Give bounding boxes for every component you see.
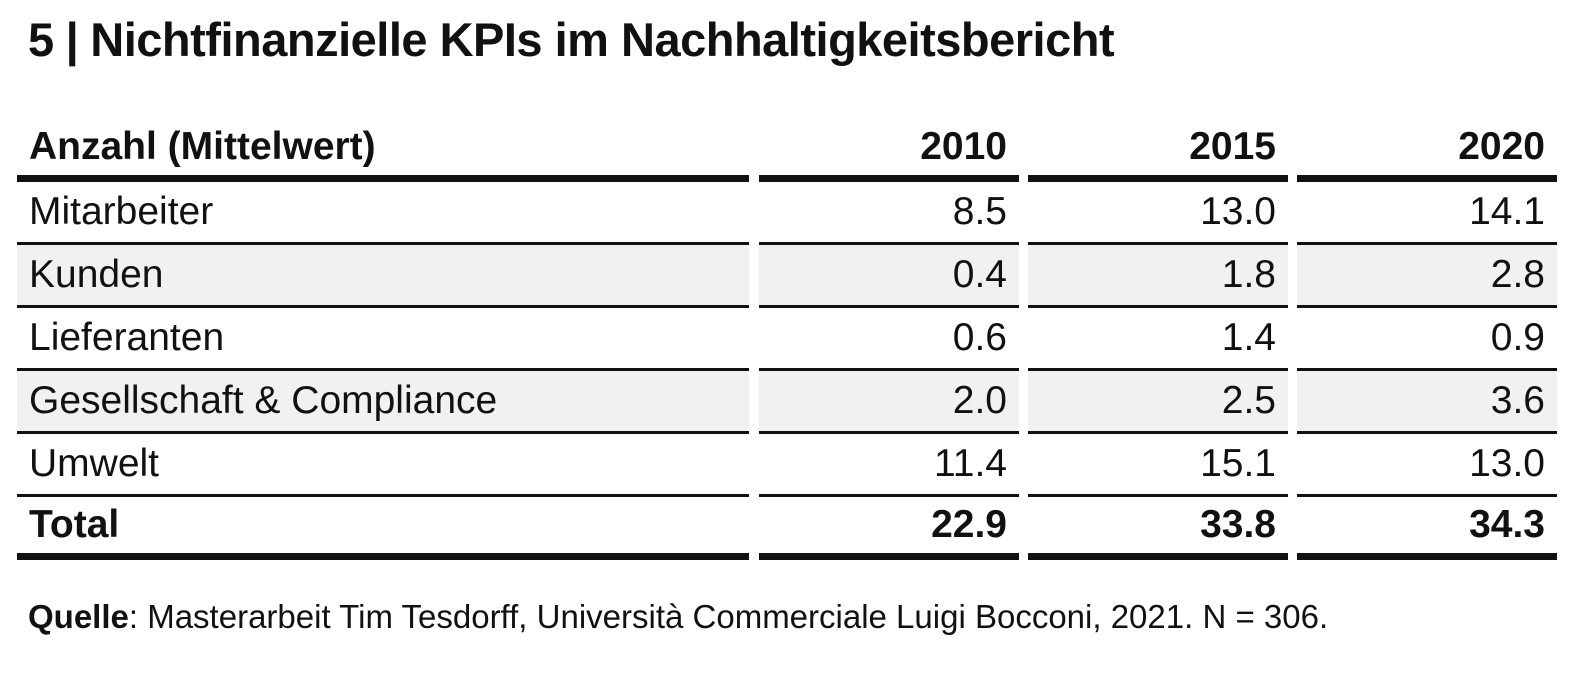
row-label: Kunden — [17, 245, 749, 308]
row-label: Gesellschaft & Compliance — [17, 371, 749, 434]
table-cell: 1.4 — [1028, 308, 1288, 371]
table-row: Lieferanten 0.6 1.4 0.9 — [17, 308, 1557, 371]
table-cell: 13.0 — [1028, 182, 1288, 245]
source-text: : Masterarbeit Tim Tesdorff, Università … — [128, 598, 1329, 635]
source-label: Quelle — [28, 598, 129, 635]
column-header-2020: 2020 — [1297, 118, 1557, 182]
table-cell: 13.0 — [1297, 434, 1557, 497]
source-note: Quelle: Masterarbeit Tim Tesdorff, Unive… — [28, 598, 1328, 636]
table-cell: 3.6 — [1297, 371, 1557, 434]
figure-number: 5 — [28, 13, 54, 66]
table-header-row: Anzahl (Mittelwert) 2010 2015 2020 — [17, 118, 1557, 182]
page-title: 5 | Nichtfinanzielle KPIs im Nachhaltigkei… — [28, 12, 1115, 67]
table-cell: 8.5 — [759, 182, 1019, 245]
table-cell: 11.4 — [759, 434, 1019, 497]
table-cell: 0.4 — [759, 245, 1019, 308]
table-cell: 1.8 — [1028, 245, 1288, 308]
total-cell: 34.3 — [1297, 497, 1557, 560]
row-label: Umwelt — [17, 434, 749, 497]
total-label: Total — [17, 497, 749, 560]
row-label: Mitarbeiter — [17, 182, 749, 245]
table-cell: 0.6 — [759, 308, 1019, 371]
column-header-label: Anzahl (Mittelwert) — [17, 118, 749, 182]
kpi-table: Anzahl (Mittelwert) 2010 2015 2020 Mitar… — [17, 118, 1557, 560]
table-total-row: Total 22.9 33.8 34.3 — [17, 497, 1557, 560]
total-cell: 22.9 — [759, 497, 1019, 560]
title-text: Nichtfinanzielle KPIs im Nachhaltigkeits… — [90, 13, 1115, 66]
row-label: Lieferanten — [17, 308, 749, 371]
table-cell: 2.8 — [1297, 245, 1557, 308]
table-cell: 2.0 — [759, 371, 1019, 434]
table-cell: 15.1 — [1028, 434, 1288, 497]
table-row: Mitarbeiter 8.5 13.0 14.1 — [17, 182, 1557, 245]
column-header-2015: 2015 — [1028, 118, 1288, 182]
table-row: Umwelt 11.4 15.1 13.0 — [17, 434, 1557, 497]
table-cell: 14.1 — [1297, 182, 1557, 245]
total-cell: 33.8 — [1028, 497, 1288, 560]
column-header-2010: 2010 — [759, 118, 1019, 182]
title-separator: | — [65, 13, 79, 66]
table-cell: 0.9 — [1297, 308, 1557, 371]
table-row: Gesellschaft & Compliance 2.0 2.5 3.6 — [17, 371, 1557, 434]
table-cell: 2.5 — [1028, 371, 1288, 434]
table-row: Kunden 0.4 1.8 2.8 — [17, 245, 1557, 308]
